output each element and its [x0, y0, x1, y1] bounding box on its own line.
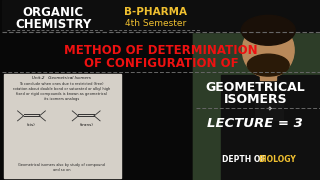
- Text: (trans): (trans): [79, 123, 93, 127]
- Text: CHEMISTRY: CHEMISTRY: [15, 18, 92, 31]
- Text: OF CONFIGURATION OF: OF CONFIGURATION OF: [84, 57, 238, 70]
- Text: Unit-2   Geometrical Isomers: Unit-2 Geometrical Isomers: [32, 76, 91, 80]
- Bar: [193, 1, 320, 179]
- Text: ORGANIC: ORGANIC: [23, 6, 84, 19]
- Bar: [255, 98, 283, 120]
- Text: METHOD OF DETERMINATION: METHOD OF DETERMINATION: [64, 44, 258, 57]
- Text: its isomers analogs: its isomers analogs: [44, 97, 79, 101]
- Ellipse shape: [241, 15, 295, 45]
- Bar: [4, 74, 121, 177]
- Text: Geometrical isomers also by study of compound: Geometrical isomers also by study of com…: [18, 163, 105, 167]
- Bar: [2, 1, 320, 32]
- Text: To conclude when ones due to restricted (free): To conclude when ones due to restricted …: [19, 82, 104, 86]
- Ellipse shape: [223, 75, 313, 175]
- Text: B-PHARMA: B-PHARMA: [124, 7, 187, 17]
- Text: ✦: ✦: [266, 106, 272, 112]
- Text: fixed or rigid compounds is known as geometrical: fixed or rigid compounds is known as geo…: [16, 92, 107, 96]
- Text: rotation about double bond or saturated or alkyl high: rotation about double bond or saturated …: [13, 87, 110, 91]
- Bar: [193, 1, 320, 179]
- Text: BIOLOGY: BIOLOGY: [258, 155, 296, 164]
- Text: and so on: and so on: [52, 168, 70, 172]
- Text: LECTURE = 3: LECTURE = 3: [207, 117, 303, 130]
- Text: 4th Semester: 4th Semester: [125, 19, 187, 28]
- Bar: [220, 75, 320, 179]
- Text: ISOMERS: ISOMERS: [223, 93, 287, 106]
- Bar: [260, 58, 276, 80]
- Text: (cis): (cis): [27, 123, 36, 127]
- Text: GEOMETRICAL: GEOMETRICAL: [205, 80, 305, 94]
- Text: DEPTH OF: DEPTH OF: [222, 155, 269, 164]
- Ellipse shape: [242, 23, 294, 78]
- Ellipse shape: [247, 54, 289, 76]
